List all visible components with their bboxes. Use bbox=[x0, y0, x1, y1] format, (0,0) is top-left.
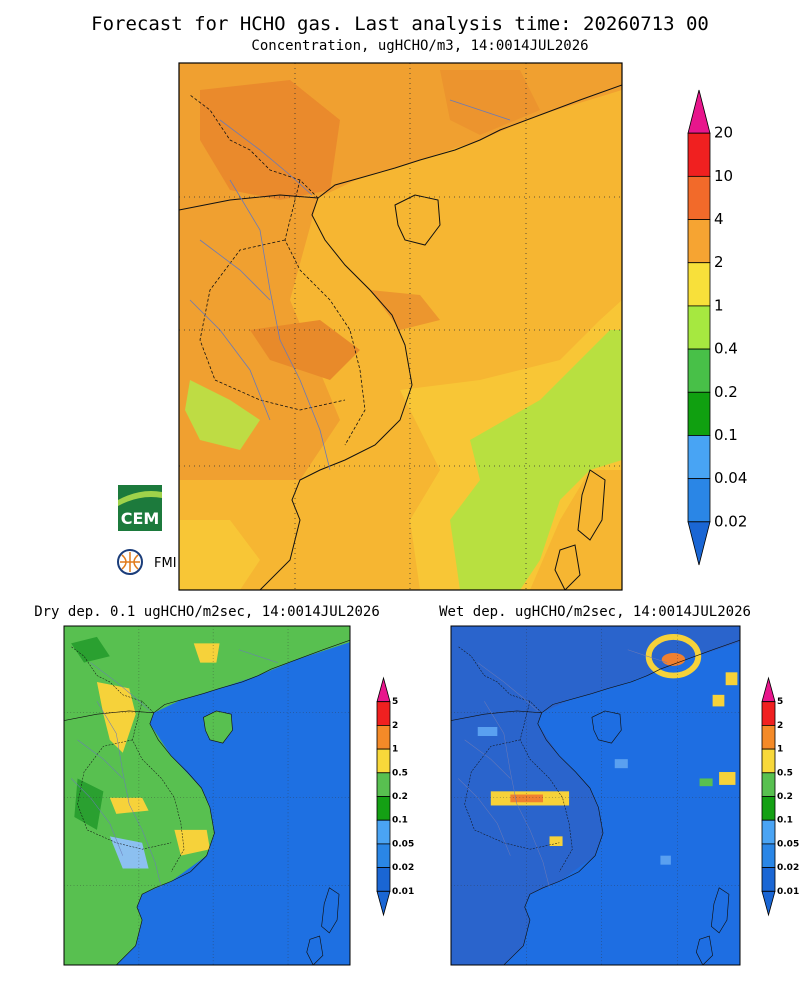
colorbar-label: 1 bbox=[714, 296, 724, 314]
dry-dep-map bbox=[64, 626, 350, 965]
colorbar-segment bbox=[761, 819, 776, 845]
cem-text: CEM bbox=[121, 509, 160, 528]
colorbar-segment bbox=[376, 701, 391, 726]
colorbar-segment bbox=[761, 725, 776, 750]
wet-dep-frame bbox=[450, 625, 741, 966]
colorbar-label: 0.02 bbox=[777, 863, 799, 873]
fmi-text: FMI bbox=[154, 556, 177, 571]
panel-title: Dry dep. 0.1 ugHCHO/m2sec, 14:0014JUL202… bbox=[34, 604, 380, 620]
colorbar-segment bbox=[687, 305, 711, 350]
colorbar-segment bbox=[376, 796, 391, 821]
colorbar-label: 0.2 bbox=[777, 792, 793, 802]
colorbar-label: 2 bbox=[777, 721, 783, 731]
colorbar-label: 0.05 bbox=[392, 839, 414, 849]
colorbar-segment bbox=[687, 435, 711, 480]
colorbar-segment bbox=[687, 391, 711, 436]
colorbar-label: 2 bbox=[714, 253, 724, 271]
panel-title: Wet dep. ugHCHO/m2sec, 14:0014JUL2026 bbox=[439, 604, 751, 620]
colorbar-label: 0.04 bbox=[714, 469, 747, 487]
main-map-frame bbox=[178, 62, 623, 591]
colorbar-label: 0.5 bbox=[392, 768, 408, 778]
colorbar-label: 1 bbox=[392, 745, 398, 755]
colorbar-label: 0.05 bbox=[777, 839, 799, 849]
colorbar-segment bbox=[687, 478, 711, 523]
colorbar-label: 5 bbox=[777, 697, 783, 707]
dry-dep-frame bbox=[63, 625, 351, 966]
colorbar-label: 0.1 bbox=[777, 816, 793, 826]
main-colorbar: 20 10 4 2 1 0.4 0.2 0.1 0.04 0.02 bbox=[687, 89, 747, 566]
colorbar-label: 0.02 bbox=[392, 863, 414, 873]
colorbar-segment bbox=[376, 843, 391, 869]
colorbar-label: 0.01 bbox=[392, 887, 414, 897]
colorbar-triangle bbox=[761, 890, 776, 917]
colorbar-label: 4 bbox=[714, 210, 724, 228]
colorbar-segment bbox=[687, 175, 711, 220]
colorbar-segment bbox=[761, 748, 776, 774]
dry-dep-colorbar: 5 2 1 0.5 0.2 0.1 0.05 0.02 0.01 bbox=[376, 676, 414, 917]
colorbar-label: 0.1 bbox=[392, 816, 408, 826]
colorbar-triangle bbox=[376, 676, 391, 703]
colorbar-segment bbox=[687, 262, 711, 307]
colorbar-segment bbox=[376, 725, 391, 750]
title: Forecast for HCHO gas. Last analysis tim… bbox=[91, 13, 709, 35]
colorbar-triangle bbox=[687, 521, 711, 566]
colorbar-label: 0.4 bbox=[714, 340, 738, 358]
fmi-logo: FMI bbox=[117, 549, 177, 575]
colorbar-label: 0.2 bbox=[714, 383, 738, 401]
colorbar-segment bbox=[687, 348, 711, 393]
cem-logo: CEM bbox=[118, 485, 162, 531]
colorbar-label: 0.01 bbox=[777, 887, 799, 897]
colorbar-segment bbox=[761, 796, 776, 821]
colorbar-label: 10 bbox=[714, 167, 733, 185]
colorbar-label: 0.1 bbox=[714, 426, 738, 444]
colorbar-label: 0.5 bbox=[777, 768, 793, 778]
colorbar-segment bbox=[376, 867, 391, 892]
colorbar-triangle bbox=[687, 89, 711, 134]
colorbar-segment bbox=[376, 772, 391, 797]
wet-dep-map bbox=[451, 626, 740, 965]
colorbar-triangle bbox=[761, 676, 776, 703]
subtitle: Concentration, ugHCHO/m3, 14:0014JUL2026 bbox=[251, 38, 588, 54]
colorbar-segment bbox=[687, 132, 711, 177]
colorbar-segment bbox=[761, 772, 776, 797]
colorbar-label: 0.2 bbox=[392, 792, 408, 802]
colorbar-label: 2 bbox=[392, 721, 398, 731]
colorbar-label: 0.02 bbox=[714, 512, 747, 530]
wet-dep-colorbar: 5 2 1 0.5 0.2 0.1 0.05 0.02 0.01 bbox=[761, 676, 799, 917]
main-map bbox=[179, 63, 622, 590]
colorbar-segment bbox=[687, 219, 711, 264]
colorbar-segment bbox=[761, 701, 776, 726]
colorbar-label: 5 bbox=[392, 697, 398, 707]
colorbar-segment bbox=[761, 867, 776, 892]
colorbar-label: 20 bbox=[714, 124, 733, 142]
colorbar-segment bbox=[761, 843, 776, 869]
colorbar-triangle bbox=[376, 890, 391, 917]
colorbar-label: 1 bbox=[777, 745, 783, 755]
colorbar-segment bbox=[376, 748, 391, 774]
colorbar-segment bbox=[376, 819, 391, 845]
